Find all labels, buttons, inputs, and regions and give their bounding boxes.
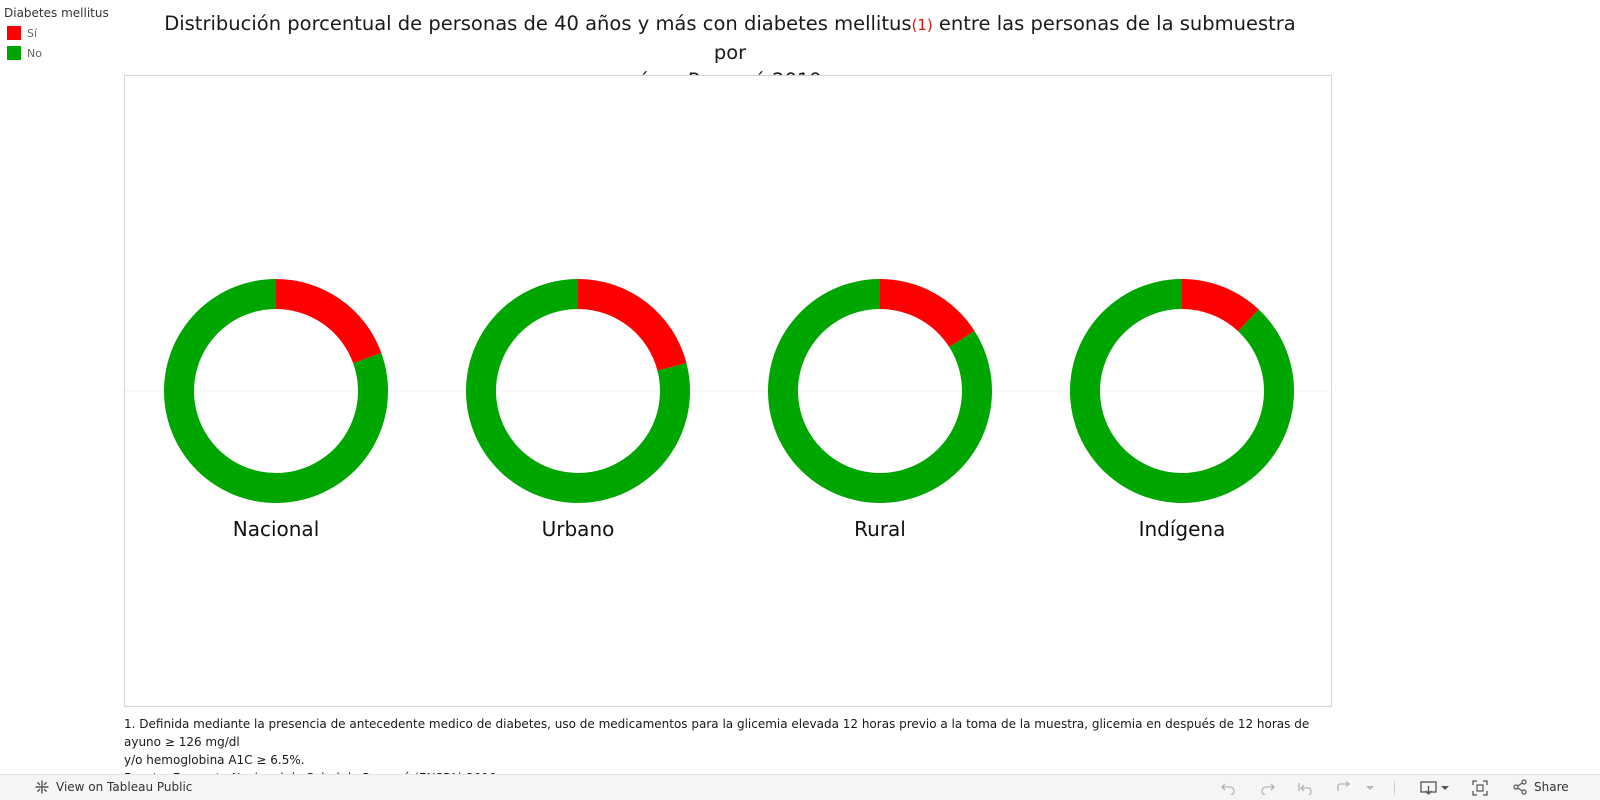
legend-label-no: No	[27, 46, 42, 60]
fullscreen-icon[interactable]	[1470, 779, 1490, 797]
donut-slice-rural-si[interactable]	[880, 279, 975, 348]
donut-slice-indigena-si[interactable]	[1182, 279, 1259, 332]
redo-icon[interactable]	[1258, 779, 1278, 797]
title-line1-post: entre las personas de la submuestra por	[713, 12, 1296, 64]
tableau-logo-icon	[35, 780, 49, 794]
legend-label-si: Sí	[27, 26, 38, 40]
chart-title: Distribución porcentual de personas de 4…	[150, 10, 1310, 95]
footnote-definition-cont: y/o hemoglobina A1C ≥ 6.5%.	[124, 753, 305, 767]
plot-area: Nacional Urbano Rural Indígena	[124, 75, 1333, 707]
toolbar-divider	[1394, 781, 1395, 795]
title-footnote-ref: (1)	[911, 16, 933, 34]
footnote-definition: 1. Definida mediante la presencia de ant…	[124, 717, 1310, 749]
refresh-icon[interactable]	[1334, 779, 1354, 797]
donut-chart: Nacional Urbano Rural Indígena	[125, 279, 1333, 541]
share-button[interactable]: Share	[1512, 779, 1569, 795]
category-label-nacional: Nacional	[233, 517, 320, 541]
share-label: Share	[1534, 780, 1569, 794]
donut-slice-nacional-si[interactable]	[276, 279, 382, 364]
share-icon	[1513, 779, 1527, 795]
legend-item-si[interactable]: Sí	[4, 26, 122, 40]
legend-swatch-si	[7, 26, 21, 40]
tableau-toolbar: View on Tableau Public Share	[0, 774, 1600, 800]
category-label-rural: Rural	[854, 517, 906, 541]
revert-icon[interactable]	[1296, 779, 1316, 797]
donut-slice-urbano-si[interactable]	[578, 279, 687, 371]
undo-icon[interactable]	[1218, 779, 1238, 797]
view-on-tableau-public-label: View on Tableau Public	[56, 780, 193, 794]
refresh-dropdown-arrow-icon[interactable]	[1360, 779, 1380, 797]
category-label-urbano: Urbano	[542, 517, 615, 541]
legend-title: Diabetes mellitus	[4, 6, 109, 20]
legend-swatch-no	[7, 46, 21, 60]
download-icon[interactable]	[1420, 779, 1450, 797]
legend-item-no[interactable]: No	[4, 46, 122, 60]
category-label-indigena: Indígena	[1139, 517, 1226, 541]
legend: Diabetes mellitus Sí No	[4, 6, 122, 60]
title-line1-pre: Distribución porcentual de personas de 4…	[164, 12, 912, 35]
view-on-tableau-public-link[interactable]: View on Tableau Public	[34, 779, 192, 795]
